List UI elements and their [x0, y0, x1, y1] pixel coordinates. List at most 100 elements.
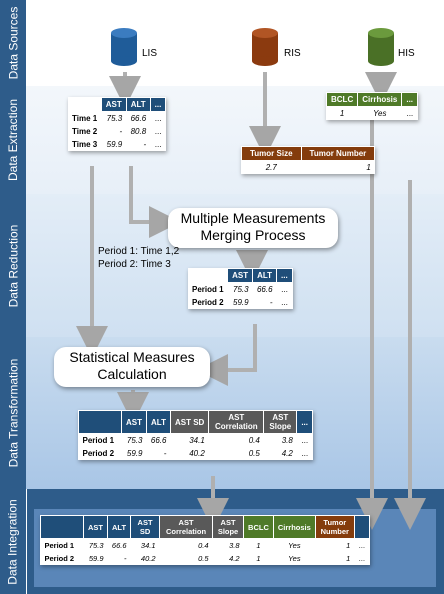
cell: 1: [327, 107, 358, 121]
cell: 3.8: [213, 539, 244, 553]
periods-note-line: Period 1: Time 1,2: [98, 245, 179, 258]
empty-header: [68, 98, 101, 112]
table-header: ...: [297, 411, 313, 434]
table-row: Time 1 75.3 66.6 ...: [68, 112, 166, 126]
process-text: Merging Process: [168, 227, 338, 244]
cell: ...: [297, 447, 313, 460]
row-label: Period 2: [41, 552, 84, 565]
cell: 59.9: [122, 447, 147, 460]
cell: Yes: [358, 107, 402, 121]
table-row: Time 2 - 80.8 ...: [68, 125, 166, 138]
cell: 75.3: [84, 539, 108, 553]
cell: ...: [150, 138, 166, 151]
cell: 34.1: [131, 539, 160, 553]
table-header: Tumor Size: [242, 147, 302, 161]
table-row: Period 2 59.9 - ...: [188, 296, 292, 309]
row-label: Period 1: [79, 434, 122, 448]
cell: 75.3: [122, 434, 147, 448]
empty-header: [188, 269, 228, 283]
cell: 0.5: [209, 447, 264, 460]
table-header: ALT: [126, 98, 150, 112]
row-label: Time 1: [68, 112, 101, 126]
table-header: AST Slope: [264, 411, 297, 434]
table-header: ...: [150, 98, 166, 112]
table-row: Time 3 59.9 - ...: [68, 138, 166, 151]
row-label: Period 1: [188, 283, 228, 297]
arrow-reduced-stat: [212, 324, 255, 370]
table-header: AST Correlation: [160, 516, 213, 539]
row-label: Time 3: [68, 138, 101, 151]
lis-label: LIS: [142, 48, 157, 59]
ris-database-icon: [252, 28, 278, 66]
cell: ...: [277, 296, 293, 309]
cell: 66.6: [108, 539, 131, 553]
table-header: Tumor Number: [315, 516, 354, 539]
merge-process-box: Multiple Measurements Merging Process: [168, 208, 338, 248]
arrow-merge: [131, 166, 165, 222]
cell: 59.9: [84, 552, 108, 565]
cell: 0.4: [160, 539, 213, 553]
table-row: Period 1 75.3 66.6 34.1 0.4 3.8 1 Yes 1 …: [41, 539, 370, 553]
cell: -: [147, 447, 171, 460]
cell: -: [126, 138, 150, 151]
cell: 4.2: [213, 552, 244, 565]
table-header: ...: [277, 269, 293, 283]
cell: Yes: [273, 539, 315, 553]
table-header: Cirrhosis: [358, 93, 402, 107]
table-row: Period 1 75.3 66.6 ...: [188, 283, 292, 297]
cell: Yes: [273, 552, 315, 565]
integration-table: AST ALT AST SD AST Correlation AST Slope…: [40, 515, 370, 565]
table-header: Tumor Number: [301, 147, 375, 161]
cell: 3.8: [264, 434, 297, 448]
cell: 40.2: [170, 447, 208, 460]
table-header: AST Correlation: [209, 411, 264, 434]
empty-header: [41, 516, 84, 539]
cell: -: [101, 125, 126, 138]
his-database-icon: [368, 28, 394, 66]
table-header: BCLC: [327, 93, 358, 107]
row-label: Period 2: [79, 447, 122, 460]
cell: 59.9: [228, 296, 253, 309]
cell: 40.2: [131, 552, 160, 565]
table-header: AST: [84, 516, 108, 539]
row-label: Period 2: [188, 296, 228, 309]
table-header: BCLC: [244, 516, 274, 539]
cell: -: [253, 296, 277, 309]
cell: 1: [244, 539, 274, 553]
table-header: AST: [122, 411, 147, 434]
cell: 34.1: [170, 434, 208, 448]
cell: 0.5: [160, 552, 213, 565]
process-text: Multiple Measurements: [168, 210, 338, 227]
table-header: AST: [228, 269, 253, 283]
cell: ...: [150, 125, 166, 138]
table-row: Period 2 59.9 - 40.2 0.5 4.2 1 Yes 1 ...: [41, 552, 370, 565]
ris-label: RIS: [284, 48, 301, 59]
cell: 75.3: [101, 112, 126, 126]
cell: ...: [354, 539, 369, 553]
lis-database-icon: [111, 28, 137, 66]
table-header: AST Slope: [213, 516, 244, 539]
cell: ...: [297, 434, 313, 448]
table-header: ALT: [108, 516, 131, 539]
process-text: Statistical Measures: [54, 349, 210, 366]
cell: ...: [150, 112, 166, 126]
empty-header: [79, 411, 122, 434]
row-label: Period 1: [41, 539, 84, 553]
cell: 0.4: [209, 434, 264, 448]
table-row: 1 Yes ...: [327, 107, 418, 121]
cell: ...: [354, 552, 369, 565]
cell: ...: [277, 283, 293, 297]
cell: -: [108, 552, 131, 565]
cell: 1: [301, 161, 375, 175]
his-extraction-table: BCLC Cirrhosis ... 1 Yes ...: [326, 92, 418, 120]
table-header: AST: [101, 98, 126, 112]
cell: 4.2: [264, 447, 297, 460]
process-text: Calculation: [54, 366, 210, 383]
cell: 80.8: [126, 125, 150, 138]
lis-extraction-table: AST ALT ... Time 1 75.3 66.6 ... Time 2 …: [68, 97, 166, 151]
cell: ...: [402, 107, 418, 121]
table-header: AST SD: [131, 516, 160, 539]
cell: 66.6: [253, 283, 277, 297]
ris-extraction-table: Tumor Size Tumor Number 2.7 1: [241, 146, 375, 174]
cell: 1: [315, 552, 354, 565]
